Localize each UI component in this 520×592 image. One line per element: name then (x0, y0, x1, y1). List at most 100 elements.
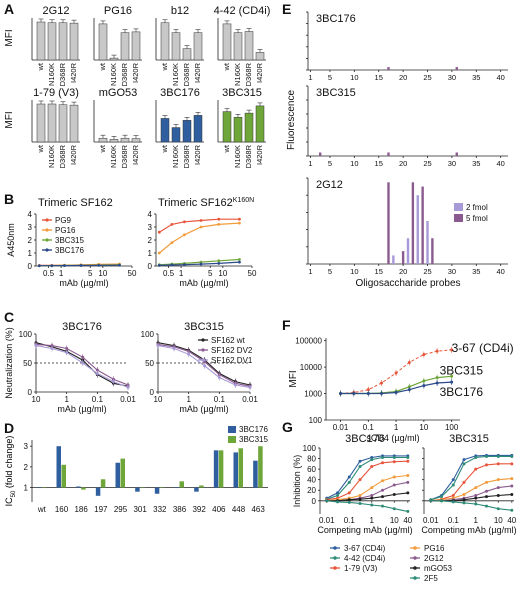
x-tick-label: 10 (350, 159, 358, 168)
data-point (370, 503, 374, 507)
bar (58, 22, 68, 61)
legend-label: SF162 wt (211, 336, 246, 345)
x-tick-label: 30 (448, 73, 456, 82)
data-point (336, 494, 340, 498)
x-tick-label: 15 (375, 73, 383, 82)
legend-e: 2 fmol 5 fmol (454, 203, 488, 223)
title-superscript: K160N (233, 197, 254, 204)
data-point (462, 480, 466, 484)
tick-label: I420R (131, 144, 140, 165)
bar (182, 48, 192, 61)
data-point (370, 458, 374, 462)
bar (56, 446, 61, 488)
data-point (238, 260, 241, 264)
bar (76, 486, 81, 488)
tick-label: D368R (120, 62, 129, 86)
x-label: mAb (µg/ml) (59, 278, 108, 288)
data-point (370, 496, 374, 500)
bar (154, 487, 160, 494)
subplot-title: PG16 (104, 5, 132, 17)
tick-label: N160K (47, 145, 56, 168)
data-point (325, 499, 329, 503)
series-line-1-79 (V3) (326, 460, 408, 501)
subplot-a-1-79 (V3): 1-79 (V3) wt N160K D368R I420R (31, 87, 80, 168)
legend-label: 2G12 (424, 554, 444, 563)
tick-label: I420R (193, 144, 202, 165)
legend-swatch (454, 203, 463, 211)
bar (258, 446, 263, 488)
legend-marker (45, 248, 49, 252)
x-label: sCD4 (µg/ml) (366, 433, 419, 443)
y-tick-label: 100000 (295, 337, 322, 346)
bar (193, 32, 203, 61)
tick-label: N160K (171, 145, 180, 168)
x-tick-label: 10 (390, 516, 399, 525)
y-label-rest: (fold change) (4, 436, 14, 491)
data-point (358, 501, 362, 505)
x-tick-label: 1 (59, 269, 64, 278)
y-tick-label: 40 (307, 476, 316, 485)
subplot-title: 2G12 (43, 5, 70, 17)
x-tick-label: 10 (494, 516, 503, 525)
x-tick-label: 20 (399, 267, 407, 276)
y-tick-label: 3 (24, 442, 29, 451)
x-tick-label: 10 (32, 395, 41, 404)
data-point (510, 477, 514, 481)
x-tick-label: 10 (154, 395, 163, 404)
legend-label: PG16 (55, 226, 76, 235)
subplot-a-2G12: 2G12 wt N160K D368R I420R (31, 5, 80, 86)
data-point (474, 494, 478, 498)
bar (387, 152, 390, 156)
bar (401, 251, 405, 264)
bar (233, 452, 238, 488)
data-point (336, 500, 340, 504)
data-point (381, 504, 385, 508)
bar (109, 139, 119, 143)
x-tick-label: 0.01 (319, 516, 335, 525)
y-tick-label: 20 (307, 486, 316, 495)
tick-label: I420R (69, 62, 78, 83)
data-point (199, 262, 203, 266)
tick-label: N160K (109, 145, 118, 168)
tick-label: D368R (58, 62, 67, 86)
y-label: IC50 (fold change) (4, 436, 17, 507)
legend-marker (413, 556, 417, 560)
y-tick-label: 0 (312, 497, 317, 506)
bar (98, 137, 108, 143)
series-label: 3BC176 (440, 385, 484, 399)
x-tick-label: 1 (186, 395, 191, 404)
legend-label: 3BC176 (55, 246, 84, 255)
panel-letter-B: B (4, 191, 14, 207)
bar (115, 462, 120, 488)
x-tick-label: 10 (218, 269, 227, 278)
x-tick-label: 0.5 (163, 269, 175, 278)
data-point (170, 223, 174, 226)
bar (131, 138, 141, 143)
bar (95, 487, 101, 496)
tick-label: N160K (233, 145, 242, 168)
data-point (392, 475, 396, 479)
x-tick-label: 50 (248, 269, 257, 278)
bar (69, 104, 79, 143)
x-tick-label: 5 (208, 269, 213, 278)
subplot-title: 3BC176 (62, 321, 102, 333)
x-tick-label: 1 (474, 516, 479, 525)
x-tick-label: 25 (423, 159, 431, 168)
legend-marker (333, 566, 337, 570)
y-tick-label: 60 (307, 465, 316, 474)
subplot-title: 2G12 (316, 179, 343, 191)
x-tick-label: 10 (98, 269, 107, 278)
legend-marker (45, 228, 49, 232)
tick-label: D368R (120, 144, 129, 168)
data-point (474, 486, 478, 490)
legend-label: 1-79 (V3) (344, 564, 378, 573)
data-point (217, 223, 221, 226)
panel-letter-F: F (282, 317, 291, 333)
data-point (510, 454, 514, 458)
x-tick-label: 10 (419, 423, 428, 432)
bar (387, 182, 390, 264)
y-tick-label: 2 (28, 236, 33, 245)
x-label: Competing mAb (µg/ml) (317, 525, 412, 535)
